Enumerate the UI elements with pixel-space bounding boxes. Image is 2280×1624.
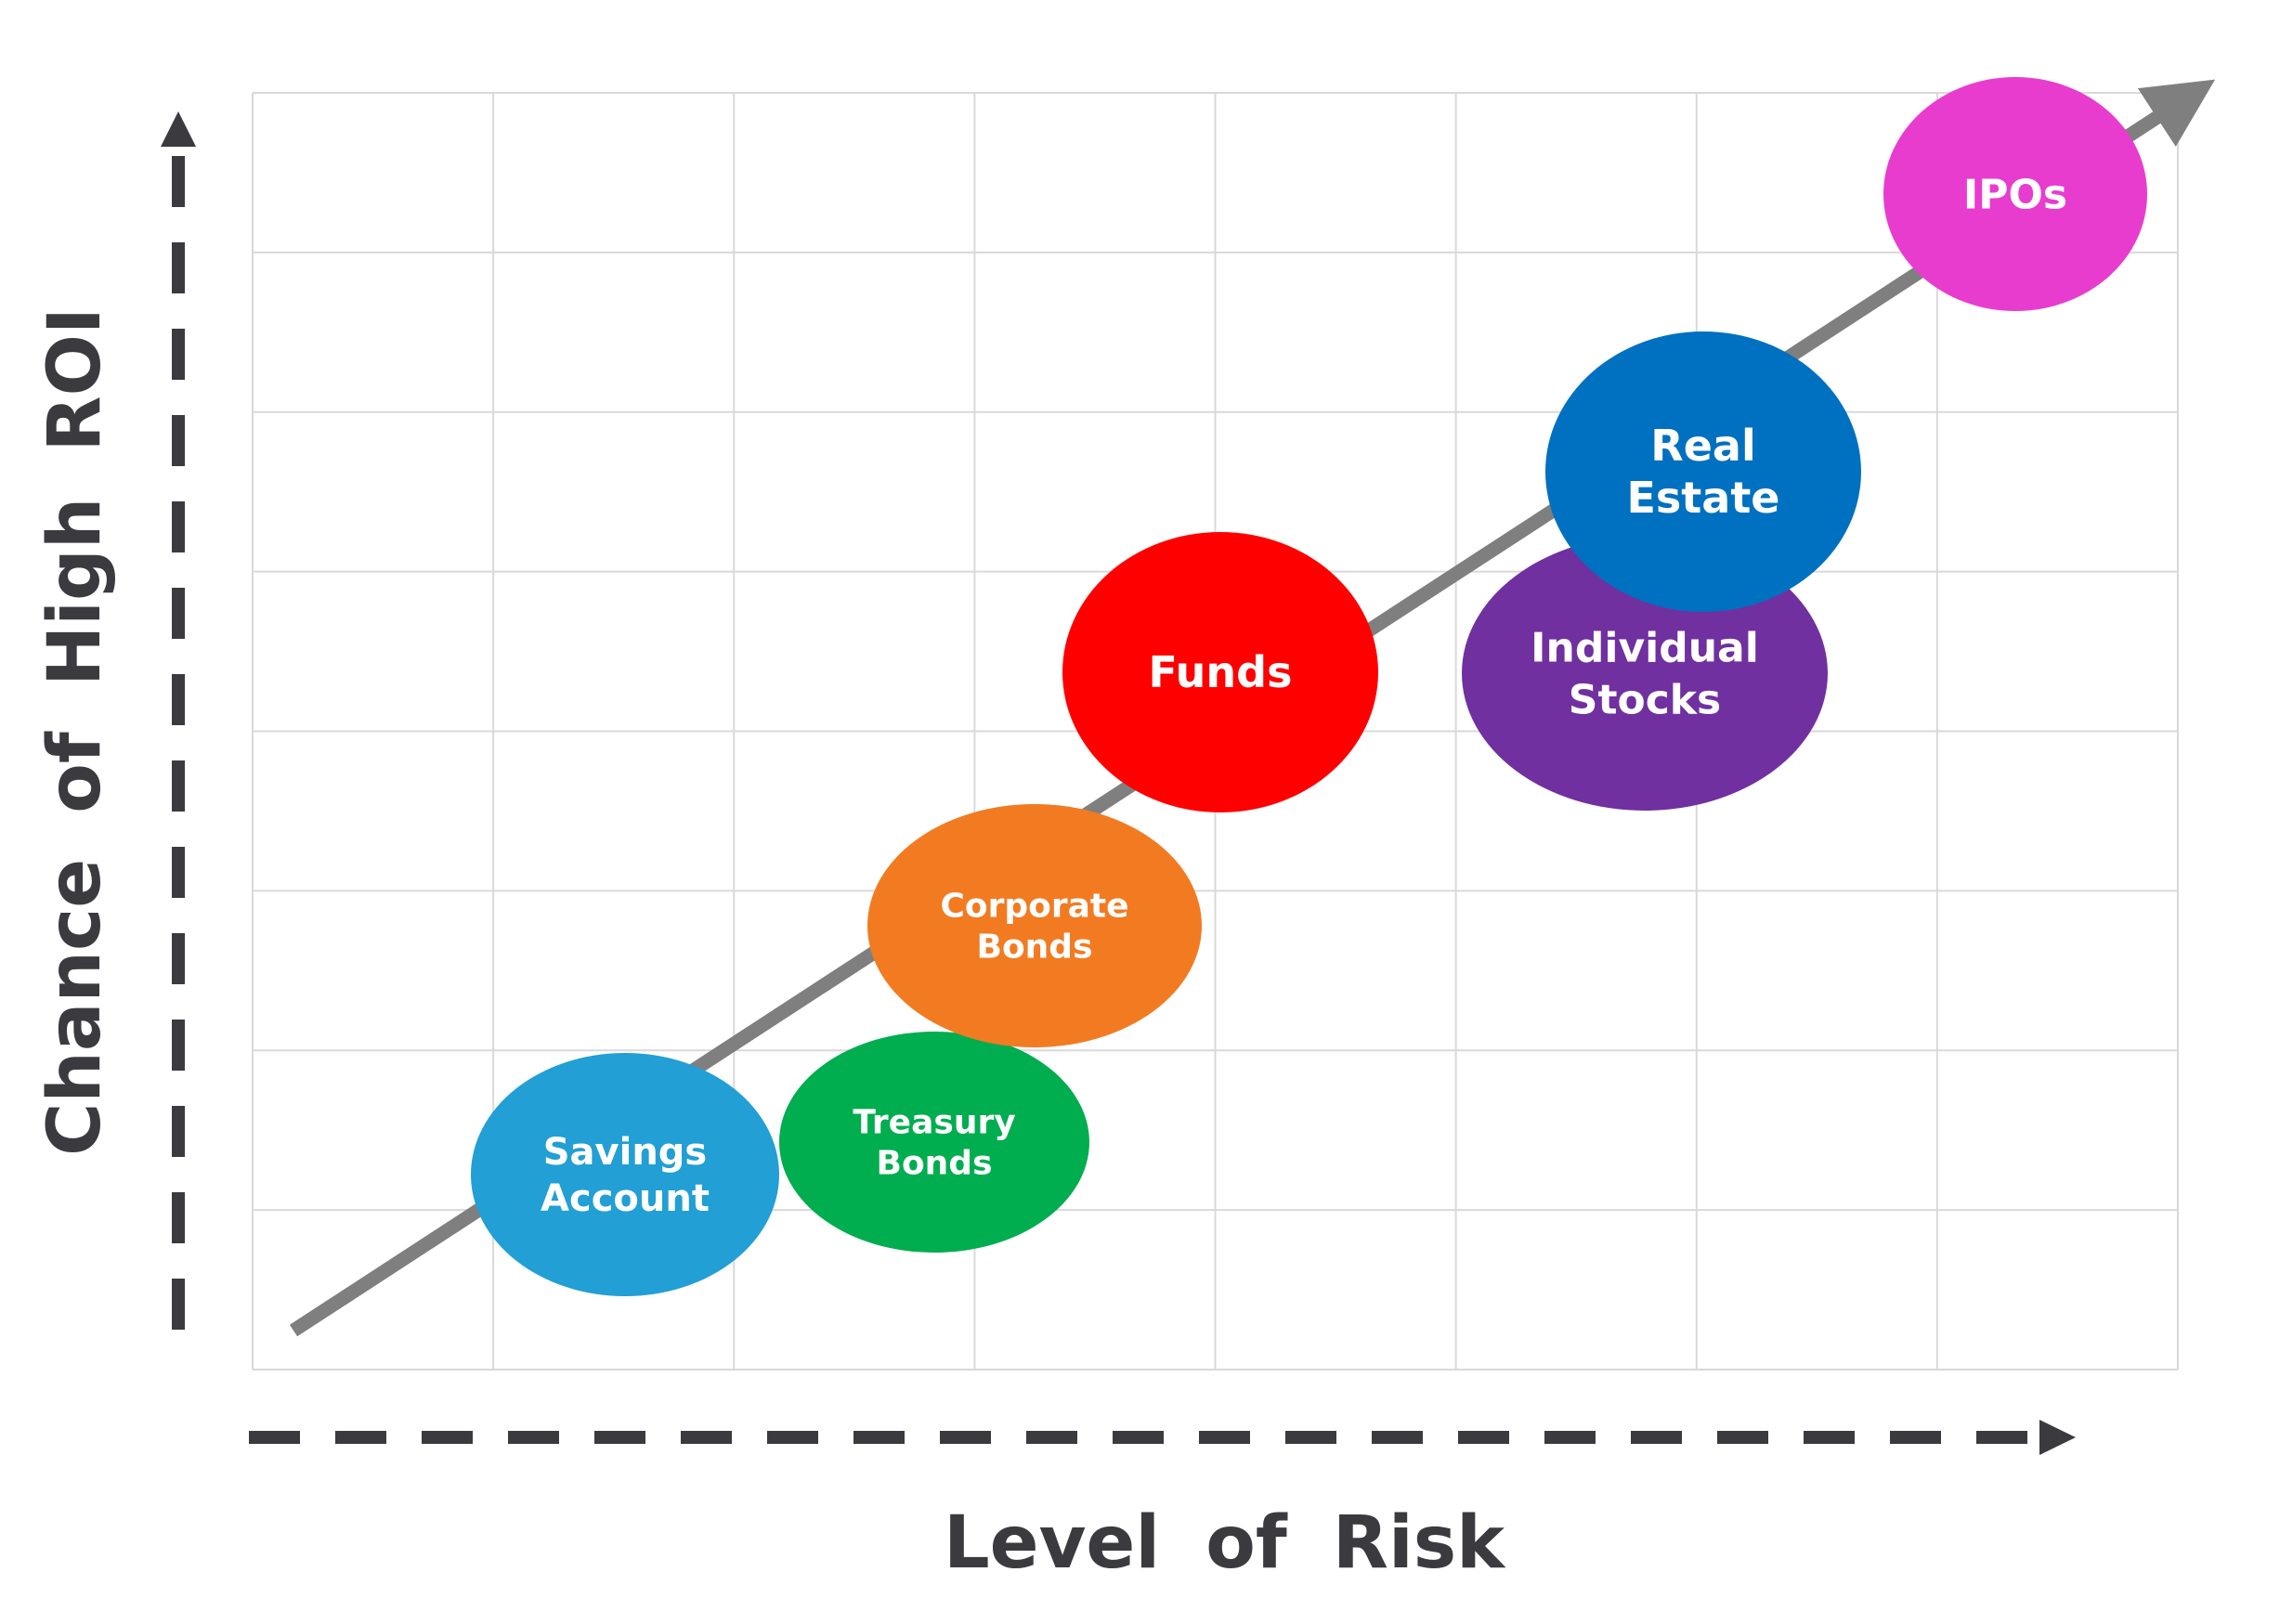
bubble-label-ipos: IPOs [1963,171,2067,218]
bubble-shape-savings-account [471,1053,779,1296]
bubble-label-funds: Funds [1149,647,1293,697]
x-axis-title: Level of Risk [944,1501,1506,1585]
bubble-label-real-estate: Real [1650,421,1755,471]
bubble-shape-corporate-bonds [867,804,1202,1047]
y-axis-title: Chance of High ROI [33,307,117,1156]
bubble-label-individual-stocks: Stocks [1569,676,1721,723]
bubble-label-treasury-bonds: Bonds [877,1145,993,1183]
bubble-ipos: IPOs [1883,77,2147,311]
bubble-label-individual-stocks: Individual [1531,624,1759,671]
x-axis-arrow [249,1420,2076,1455]
bubble-shape-funds [1062,532,1378,812]
bubble-label-treasury-bonds: Treasury [853,1104,1015,1142]
bubble-shape-ipos [1883,77,2147,311]
bubble-label-real-estate: Estate [1626,473,1779,523]
bubbles: SavingsAccountTreasuryBondsCorporateBond… [471,77,2147,1296]
y-axis-arrow [161,111,196,1330]
bubble-funds: Funds [1062,532,1378,812]
bubble-label-corporate-bonds: Corporate [940,888,1128,926]
bubble-label-savings-account: Savings [543,1131,708,1174]
bubble-shape-treasury-bonds [779,1032,1089,1253]
bubble-label-savings-account: Account [541,1177,710,1220]
bubble-label-corporate-bonds: Bonds [977,929,1093,967]
bubble-shape-real-estate [1545,331,1861,612]
